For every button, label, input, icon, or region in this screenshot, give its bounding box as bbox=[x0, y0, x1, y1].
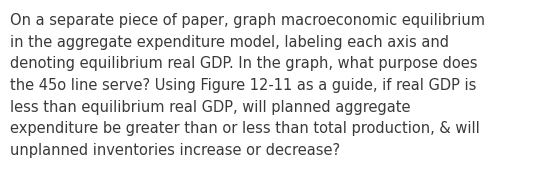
Text: On a separate piece of paper, graph macroeconomic equilibrium
in the aggregate e: On a separate piece of paper, graph macr… bbox=[10, 13, 485, 158]
